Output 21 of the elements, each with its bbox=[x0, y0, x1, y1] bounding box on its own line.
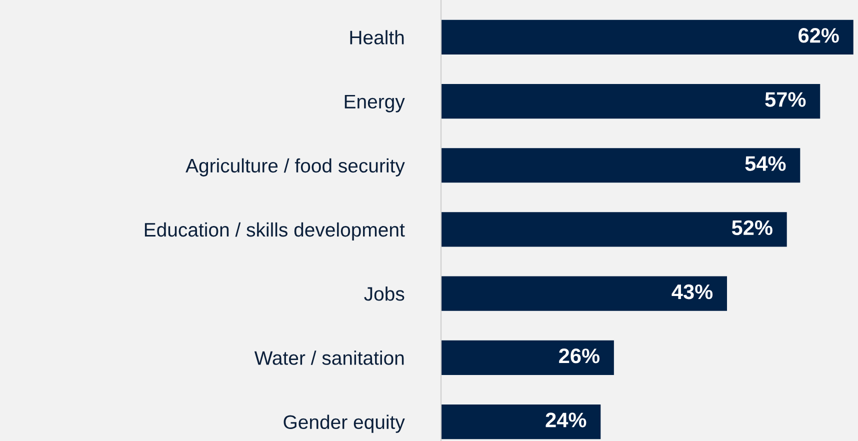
bar bbox=[441, 276, 727, 311]
y-tick-label: Agriculture / food security bbox=[186, 158, 405, 176]
data-label: 26% bbox=[559, 348, 600, 364]
data-label: 24% bbox=[546, 412, 586, 428]
bar bbox=[441, 340, 614, 375]
bar bbox=[441, 84, 820, 119]
y-tick-label: Water / sanitation bbox=[254, 350, 404, 365]
y-tick-label: Education / skills development bbox=[144, 222, 405, 241]
bar bbox=[441, 148, 800, 183]
data-label: 62% bbox=[798, 28, 839, 43]
y-tick-label: Energy bbox=[344, 94, 405, 112]
data-label: 52% bbox=[732, 220, 772, 236]
bar bbox=[441, 20, 854, 54]
data-label: 57% bbox=[765, 92, 806, 107]
y-tick-label: Jobs bbox=[364, 286, 404, 301]
data-label: 54% bbox=[745, 156, 786, 171]
bar bbox=[441, 212, 787, 247]
y-tick-label: Health bbox=[350, 30, 404, 44]
y-tick-label: Gender equity bbox=[284, 414, 405, 433]
bar bbox=[441, 404, 601, 440]
data-label: 43% bbox=[672, 284, 713, 300]
